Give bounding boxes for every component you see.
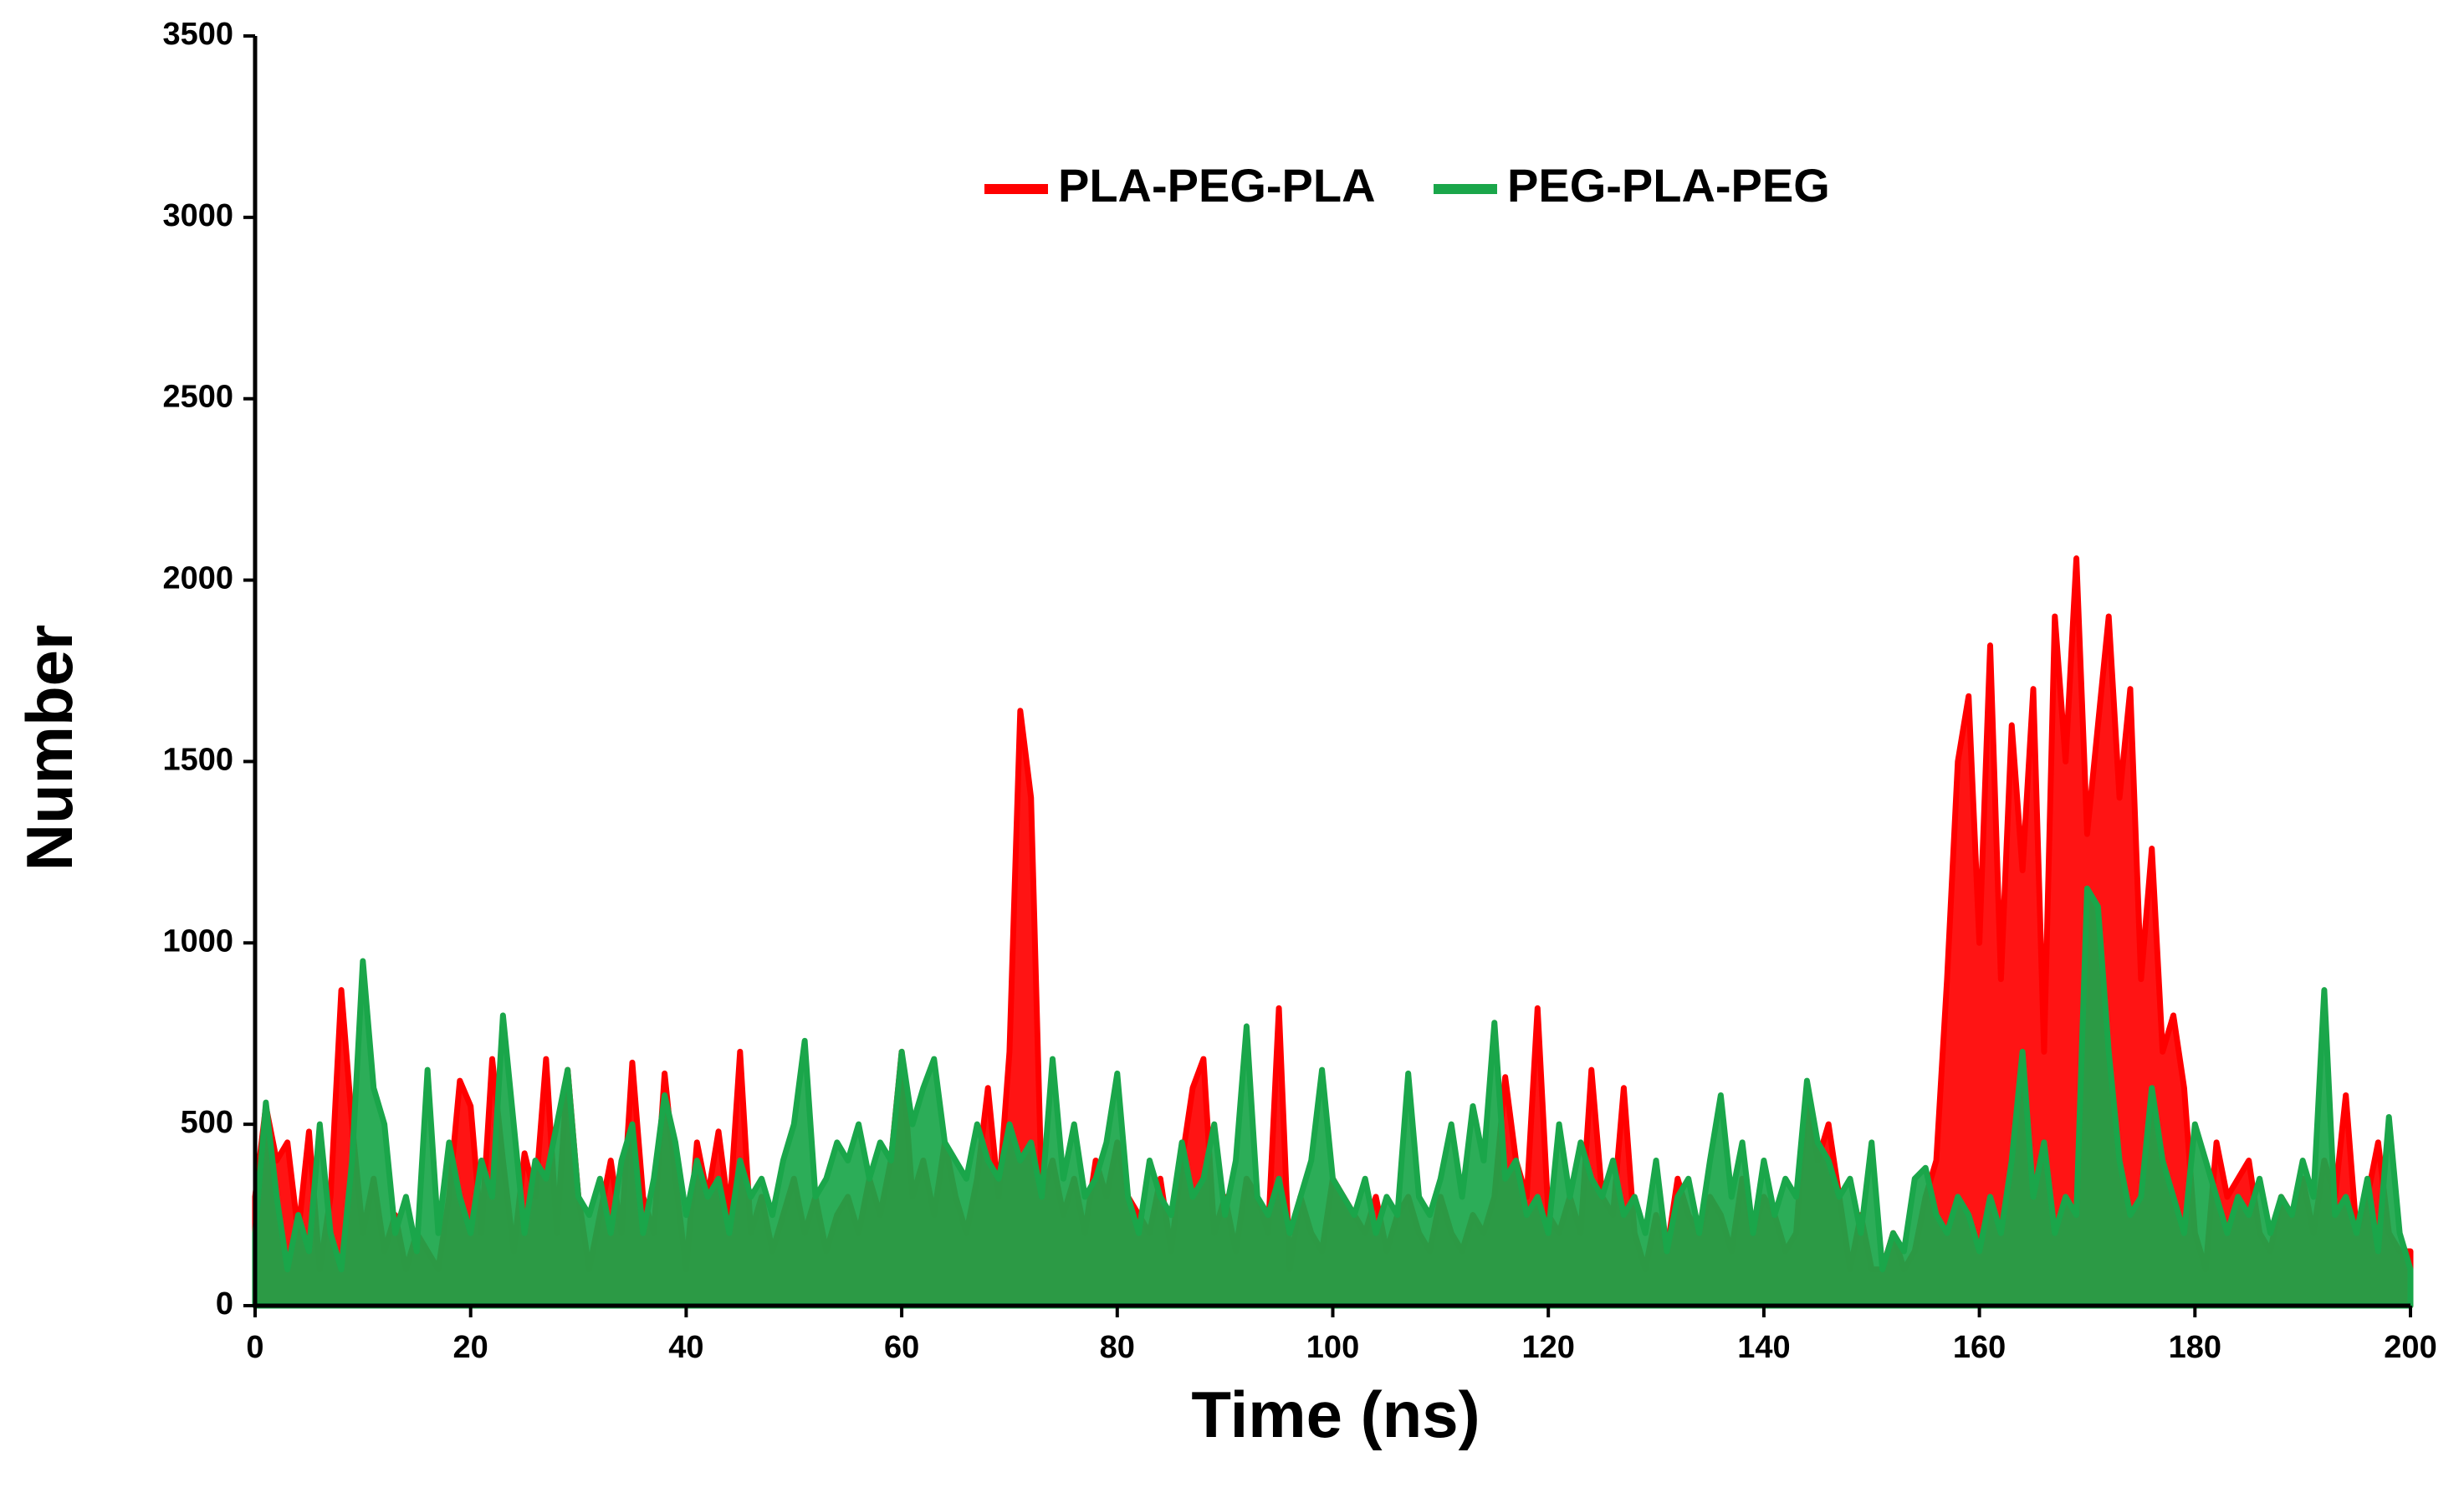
x-tick-label: 140	[1737, 1330, 1790, 1365]
x-axis-title: Time (ns)	[1191, 1378, 1480, 1451]
x-tick-label: 200	[2384, 1330, 2436, 1365]
y-tick-label: 3500	[162, 17, 233, 52]
y-tick-label: 2500	[162, 380, 233, 415]
x-tick-label: 180	[2169, 1330, 2221, 1365]
series-area	[252, 885, 2414, 1309]
legend-label: PLA-PEG-PLA	[1058, 159, 1376, 212]
x-tick-label: 100	[1306, 1330, 1359, 1365]
y-tick-label: 0	[216, 1286, 233, 1322]
x-tick-label: 60	[884, 1330, 919, 1365]
legend-label: PEG-PLA-PEG	[1507, 159, 1830, 212]
x-tick-label: 20	[453, 1330, 488, 1365]
y-tick-label: 3000	[162, 198, 233, 233]
x-tick-label: 0	[246, 1330, 263, 1365]
x-tick-label: 160	[1953, 1330, 2006, 1365]
y-tick-label: 2000	[162, 561, 233, 596]
y-tick-label: 500	[181, 1105, 233, 1140]
x-tick-label: 80	[1100, 1330, 1135, 1365]
y-tick-label: 1500	[162, 742, 233, 777]
x-tick-label: 40	[668, 1330, 703, 1365]
y-axis-title: Number	[13, 625, 86, 872]
x-tick-label: 120	[1521, 1330, 1574, 1365]
y-tick-label: 1000	[162, 923, 233, 959]
